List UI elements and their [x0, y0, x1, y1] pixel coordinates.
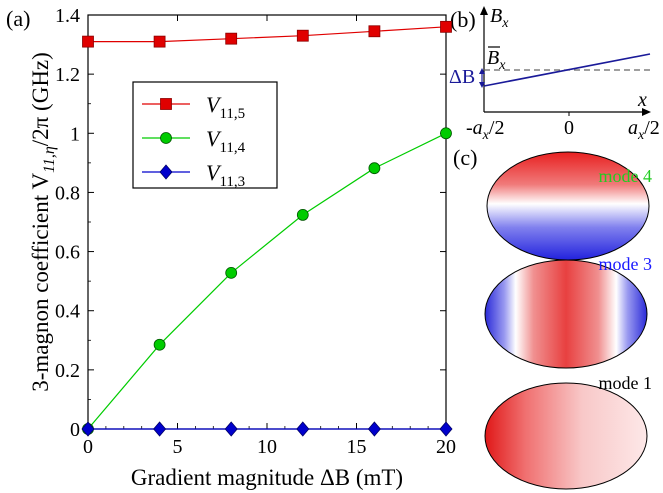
panel-c-modes: mode 4 mode 3 mode 1: [484, 151, 653, 490]
series-line-11,5: [88, 26, 447, 43]
y-tick-label: 0.6: [55, 242, 80, 264]
y-axis-label: 3-magnon coefficient V11,η/2π (GHz): [28, 52, 58, 392]
data-point-11,3: [296, 421, 310, 437]
legend-marker: [160, 98, 172, 110]
mode-3-map: [484, 259, 648, 369]
legend: V11,5 V11,4 V11,3: [132, 81, 278, 190]
inset-y-axis-label: Bx: [490, 5, 509, 31]
data-point-11,5: [368, 25, 381, 38]
mode-3-label: mode 3: [599, 254, 653, 274]
y-tick-label: 1.4: [55, 5, 80, 27]
inset-tick-right: ax/2: [628, 117, 660, 143]
data-point-11,4: [153, 338, 166, 351]
x-axis-label: Gradient magnitude ΔB (mT): [131, 465, 403, 490]
inset-delta-arrow-top: [479, 68, 485, 74]
legend-marker: [160, 132, 172, 144]
main-chart-axes: [87, 14, 447, 430]
series-line-11,4: [87, 132, 447, 430]
legend-label: V11,3: [206, 160, 245, 190]
mode-1-map: [484, 382, 648, 490]
data-point-11,3: [439, 421, 453, 437]
y-tick-label: 0.8: [55, 182, 80, 204]
inset-delta-arrow-bottom: [479, 82, 485, 88]
inset-y-arrow: [480, 6, 488, 15]
y-tick-label: 0.2: [55, 360, 80, 382]
data-point-11,4: [440, 127, 452, 140]
legend-items: V11,5 V11,4 V11,3: [142, 92, 246, 190]
inset-tick-mid-label: 0: [564, 117, 574, 139]
data-point-11,4: [296, 209, 309, 221]
data-point-11,5: [440, 20, 452, 33]
data-point-11,5: [153, 35, 166, 48]
plot-frame: [87, 14, 447, 430]
series-markers: [81, 20, 453, 437]
x-tick-label: 0: [83, 436, 93, 458]
legend-box: [132, 81, 278, 189]
panel-label-a: (a): [6, 6, 30, 31]
data-point-11,3: [367, 421, 381, 437]
y-tick-label: 1.2: [55, 64, 80, 86]
legend-marker: [159, 164, 173, 180]
tick-group: 0 5 10 15 20 0 0.2 0.4 0.6 0.8 1 1.2 1.4: [55, 5, 456, 458]
data-point-11,4: [368, 162, 381, 175]
inset-tick-left: -ax/2: [466, 117, 504, 143]
x-tick-label: 10: [257, 436, 277, 458]
data-point-11,3: [224, 421, 238, 437]
data-point-11,5: [296, 29, 309, 42]
mode-1-label: mode 1: [599, 373, 653, 393]
inset-gradient-line: [483, 53, 651, 87]
mode-4-label: mode 4: [599, 166, 653, 186]
panel-label-b: (b): [450, 7, 476, 32]
inset-mean-label: Bx: [487, 47, 506, 73]
inset-delta-label: ΔB: [449, 66, 475, 88]
inset-b: Bx Bx ΔB x -ax/2 0 ax/2: [449, 5, 660, 143]
x-tick-label: 5: [173, 436, 183, 458]
x-tick-label: 20: [436, 436, 456, 458]
data-point-11,3: [153, 421, 167, 437]
y-tick-label: 0: [70, 419, 80, 441]
legend-label: V11,4: [206, 126, 246, 156]
series-lines: [87, 26, 447, 430]
x-tick-label: 15: [347, 436, 367, 458]
data-point-11,5: [82, 35, 94, 48]
legend-label: V11,5: [206, 92, 245, 122]
inset-x-arrow: [642, 108, 651, 116]
inset-x-axis-label: x: [637, 89, 647, 111]
data-point-11,4: [225, 266, 238, 279]
y-tick-label: 1: [70, 123, 80, 145]
panel-label-c: (c): [453, 145, 477, 170]
y-tick-label: 0.4: [55, 301, 80, 323]
data-point-11,3: [81, 421, 95, 437]
data-point-11,5: [225, 32, 238, 45]
